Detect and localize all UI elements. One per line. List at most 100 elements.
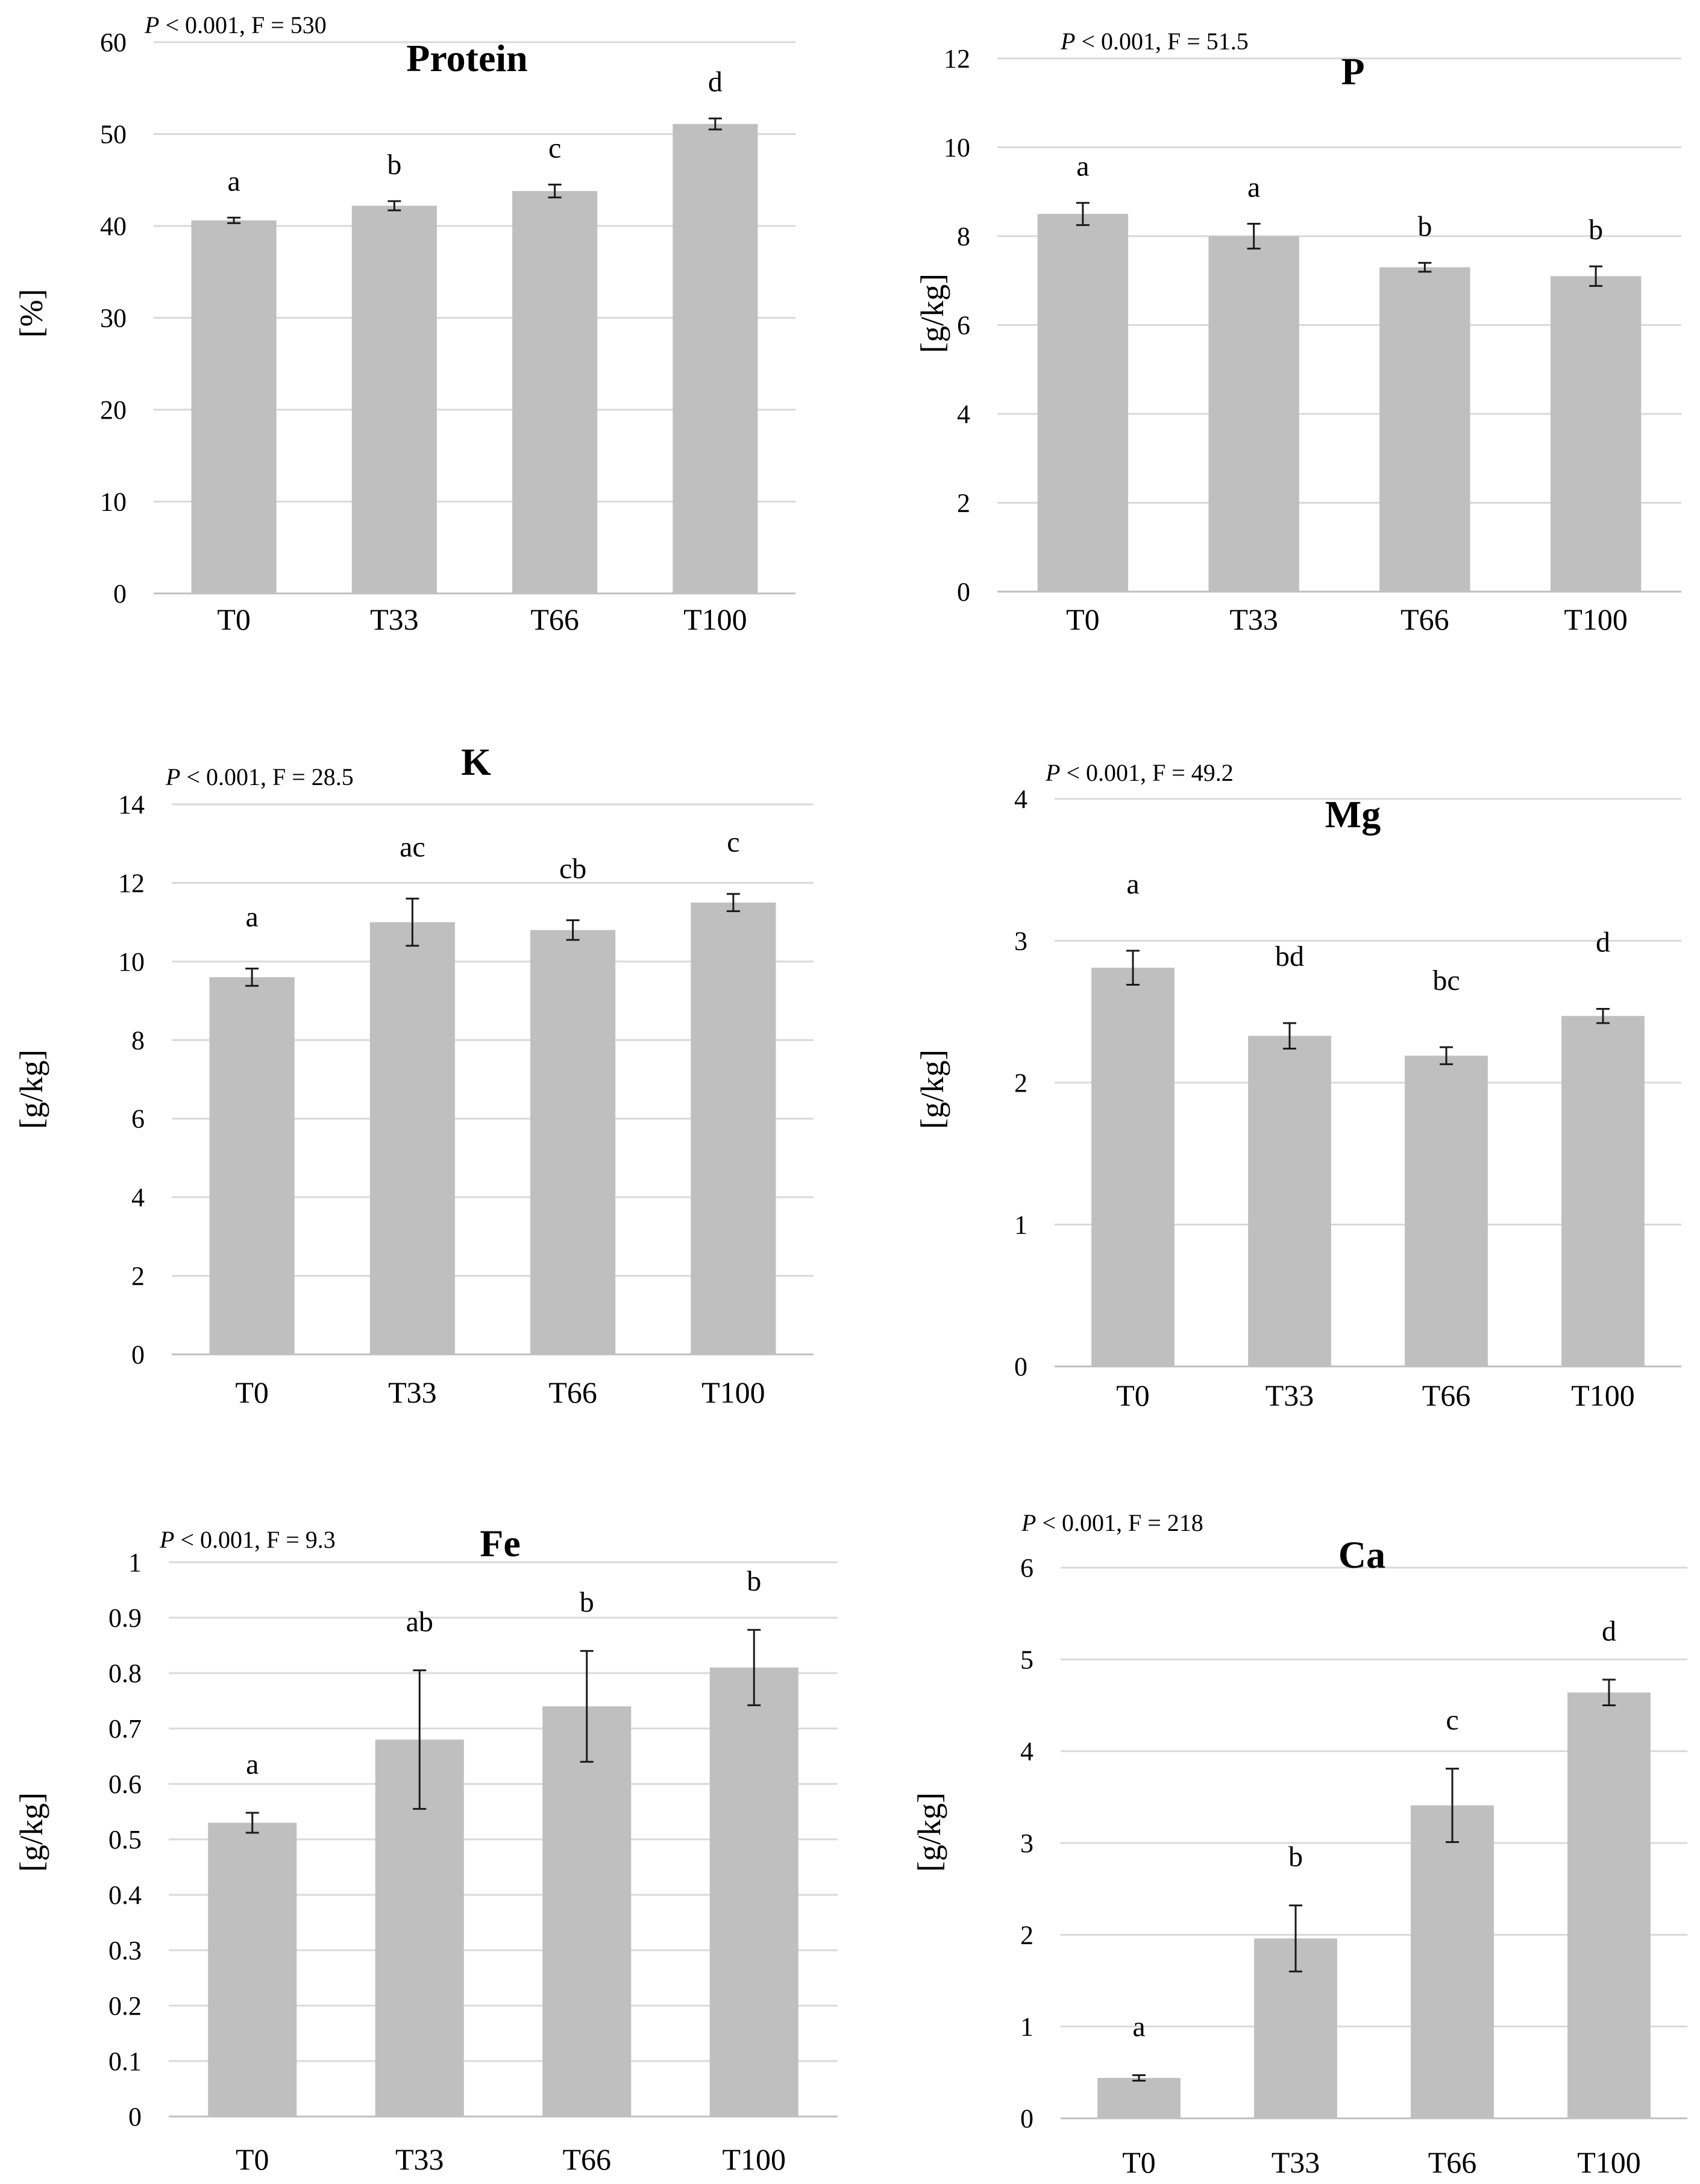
y-tick-label: 10 <box>100 487 127 517</box>
significance-letter: b <box>747 1565 761 1597</box>
significance-letter: d <box>708 66 723 98</box>
bar <box>1091 968 1175 1366</box>
y-tick-label: 1 <box>128 1548 142 1577</box>
stat-p-symbol: P <box>165 763 180 790</box>
y-tick-label: 1 <box>1020 2012 1033 2042</box>
y-tick-label: 12 <box>118 868 145 898</box>
chart-svg: 0 1 2 3 4 5 6 a T0 b T33 c T66 d T100 Ca P < 0.001, F = … <box>911 1509 1687 2179</box>
bar <box>1567 1692 1651 2118</box>
x-tick-label: T66 <box>1400 602 1449 636</box>
significance-letter: bc <box>1432 965 1460 997</box>
y-tick-label: 40 <box>100 211 127 241</box>
y-tick-label: 12 <box>944 44 970 74</box>
y-axis-label: [%] <box>13 289 49 338</box>
x-tick-label: T0 <box>235 1375 269 1409</box>
stat-values: < 0.001, F = 51.5 <box>1075 28 1248 55</box>
significance-letter: a <box>1132 2010 1145 2042</box>
x-tick-label: T66 <box>1428 2145 1477 2179</box>
significance-letter: b <box>1288 1841 1303 1873</box>
y-tick-label: 2 <box>957 489 970 518</box>
x-tick-label: T100 <box>722 2142 786 2176</box>
x-tick-label: T33 <box>1266 1378 1314 1412</box>
stat-p-symbol: P <box>1060 28 1075 55</box>
y-tick-label: 0.8 <box>108 1659 142 1688</box>
chart-title: Protein <box>406 37 527 80</box>
stat-p-symbol: P <box>159 1526 174 1553</box>
bar <box>191 220 277 594</box>
stat-annotation: P < 0.001, F = 9.3 <box>159 1526 336 1553</box>
x-tick-label: T66 <box>1422 1378 1471 1412</box>
chart-title: K <box>461 740 491 783</box>
y-tick-label: 0.1 <box>108 2047 142 2076</box>
bar <box>351 205 437 593</box>
x-tick-label: T100 <box>1564 602 1628 636</box>
bar <box>1411 1805 1494 2118</box>
y-tick-label: 0.9 <box>108 1603 142 1633</box>
x-tick-label: T0 <box>1116 1378 1150 1412</box>
bar <box>673 124 758 594</box>
stat-p-symbol: P <box>1045 759 1060 786</box>
x-tick-label: T33 <box>1272 2145 1320 2179</box>
significance-letter: a <box>245 901 258 933</box>
significance-letter: c <box>548 132 561 164</box>
y-axis-label: [g/kg] <box>13 1792 49 1872</box>
significance-letter: c <box>727 827 739 859</box>
significance-letter: b <box>1589 214 1603 246</box>
bar <box>709 1667 798 2117</box>
bar <box>530 930 616 1354</box>
y-tick-label: 3 <box>1020 1829 1033 1858</box>
stat-annotation: P < 0.001, F = 28.5 <box>165 763 354 790</box>
y-tick-label: 0 <box>1014 1352 1027 1381</box>
x-tick-label: T66 <box>530 602 579 636</box>
bar <box>1208 236 1299 592</box>
significance-letter: a <box>227 165 240 197</box>
stat-annotation: P < 0.001, F = 51.5 <box>1060 28 1249 55</box>
y-tick-label: 14 <box>118 790 145 819</box>
x-tick-label: T66 <box>548 1375 597 1409</box>
x-tick-label: T100 <box>1571 1378 1635 1412</box>
x-tick-label: T0 <box>1066 602 1100 636</box>
y-axis-label: [g/kg] <box>911 1792 947 1872</box>
significance-letter: d <box>1596 927 1610 959</box>
significance-letter: a <box>246 1748 259 1780</box>
bar <box>209 977 295 1354</box>
bar <box>1561 1016 1645 1366</box>
x-tick-label: T100 <box>683 602 747 636</box>
bar <box>1550 276 1642 592</box>
significance-letter: a <box>1126 868 1139 900</box>
chart-title: P <box>1341 50 1364 93</box>
y-tick-label: 0.6 <box>108 1769 142 1799</box>
chart-mg: 0 1 2 3 4 a T0 bd T33 bc T66 d T100 Mg P < 0.001, F = … <box>850 728 1699 1456</box>
y-tick-label: 2 <box>1014 1068 1027 1098</box>
y-tick-label: 20 <box>100 395 127 425</box>
y-tick-label: 0.2 <box>108 1991 142 2021</box>
significance-letter: a <box>1076 151 1089 183</box>
y-tick-label: 10 <box>944 133 970 163</box>
y-tick-label: 8 <box>957 222 970 251</box>
x-tick-label: T33 <box>395 2142 444 2176</box>
x-tick-label: T33 <box>388 1375 437 1409</box>
y-tick-label: 2 <box>131 1262 145 1291</box>
significance-letter: b <box>387 149 401 181</box>
bar <box>1097 2077 1181 2118</box>
y-tick-label: 4 <box>957 399 970 429</box>
x-tick-label: T0 <box>217 602 251 636</box>
chart-title: Mg <box>1325 793 1381 836</box>
x-tick-label: T33 <box>370 602 419 636</box>
y-tick-label: 4 <box>1020 1737 1033 1766</box>
x-tick-label: T66 <box>562 2142 611 2176</box>
y-tick-label: 0 <box>113 579 127 609</box>
x-tick-label: T0 <box>1122 2145 1156 2179</box>
chart-protein: 0 10 20 30 40 50 60 a T0 b T33 c T66 d T100 Protein P < … <box>0 0 850 728</box>
chart-svg: 0 10 20 30 40 50 60 a T0 b T33 c T66 d T100 Protein P < … <box>13 11 795 636</box>
stat-values: < 0.001, F = 9.3 <box>174 1526 335 1553</box>
chart-title: Ca <box>1338 1533 1385 1576</box>
y-tick-label: 0 <box>957 577 970 607</box>
bar <box>1379 267 1470 592</box>
stat-values: < 0.001, F = 49.2 <box>1060 759 1233 786</box>
x-tick-label: T0 <box>236 2142 269 2176</box>
stat-values: < 0.001, F = 530 <box>159 11 326 39</box>
y-tick-label: 5 <box>1020 1645 1033 1674</box>
y-tick-label: 0 <box>128 2102 142 2132</box>
